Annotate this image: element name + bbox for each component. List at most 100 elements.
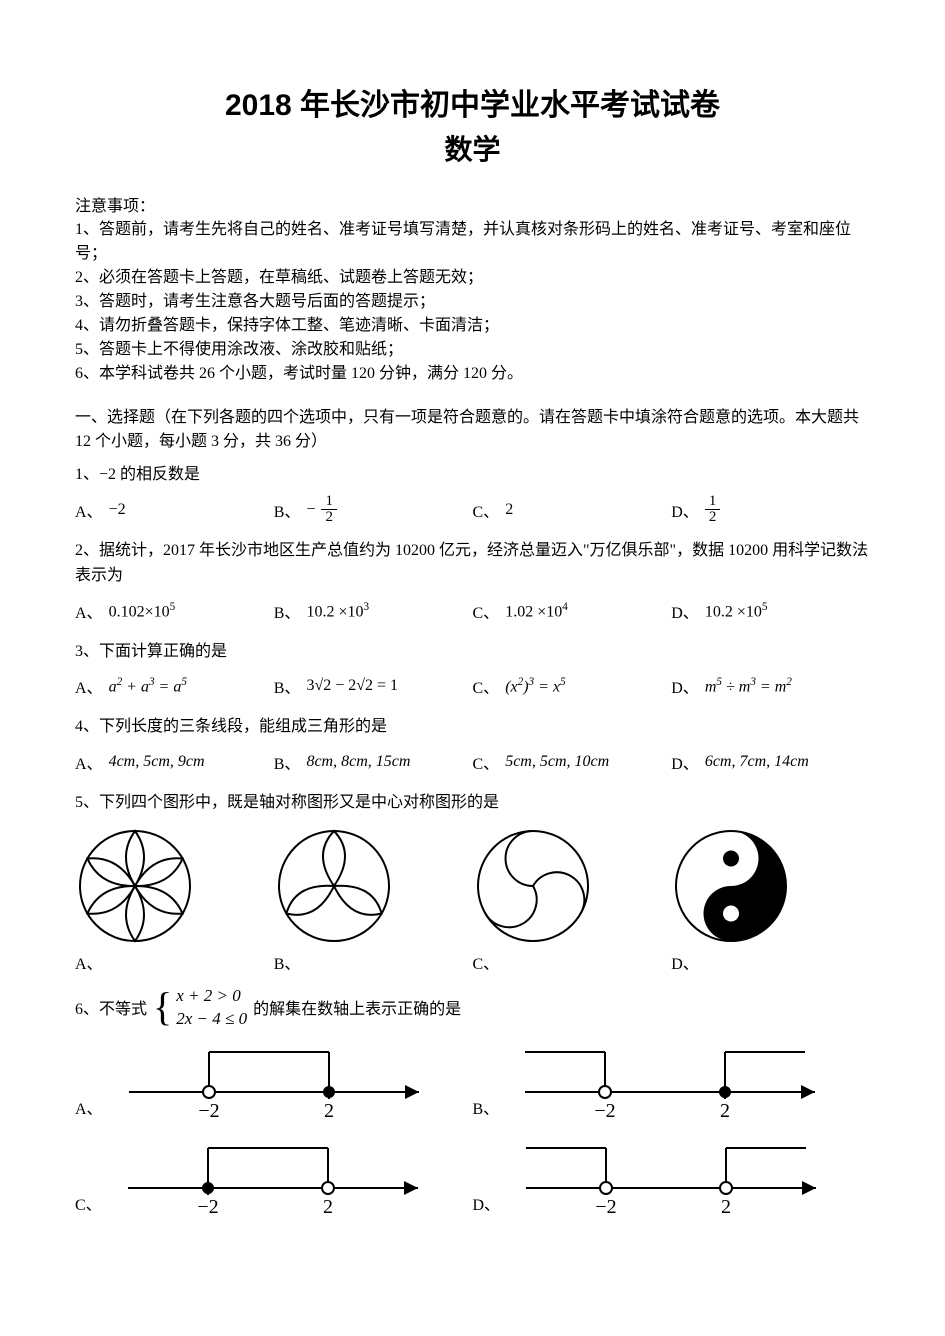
q3-opt-a: A、 a2 + a3 = a5: [75, 666, 274, 706]
q4-c-label: C、: [473, 750, 500, 774]
tick-2: 2: [324, 1100, 334, 1122]
tick-2: 2: [720, 1100, 730, 1122]
q2-d-value: 10.2 ×105: [705, 601, 768, 621]
q2-opt-c: C、 1.02 ×104: [473, 591, 672, 631]
q2-c-value: 1.02 ×104: [505, 601, 568, 621]
main-title: 2018 年长沙市初中学业水平考试试卷: [75, 80, 870, 124]
q5-a-label: A、: [75, 950, 103, 974]
q4-d-value: 6cm, 7cm, 14cm: [705, 753, 809, 771]
q5-fig-b: B、: [274, 826, 473, 974]
q1-b-num: 1: [321, 494, 337, 510]
instruction-4: 4、请勿折叠答题卡，保持字体工整、笔迹清晰、卡面清洁；: [75, 314, 870, 338]
q1-opt-d: D、 1 2: [671, 490, 870, 530]
q2-c-exp: 4: [562, 601, 568, 613]
q1-a-label: A、: [75, 498, 103, 522]
q1-d-den: 2: [705, 510, 721, 525]
q4-b-value: 8cm, 8cm, 15cm: [306, 753, 410, 771]
q2-stem: 2、据统计，2017 年长沙市地区生产总值约为 10200 亿元，经济总量迈入"…: [75, 538, 870, 589]
q3-d-expr: m5 ÷ m3 = m2: [705, 676, 792, 696]
title-block: 2018 年长沙市初中学业水平考试试卷 数学: [75, 80, 870, 168]
q6-suffix: 的解集在数轴上表示正确的是: [253, 995, 461, 1019]
tick-neg2: −2: [595, 1100, 616, 1122]
section-1-intro: 一、选择题（在下列各题的四个选项中，只有一项是符合题意的。请在答题卡中填涂符合题…: [75, 406, 870, 454]
instructions-header: 注意事项：: [75, 192, 870, 216]
q4-c-value: 5cm, 5cm, 10cm: [505, 753, 609, 771]
q2-c-base: 1.02 ×10: [505, 603, 562, 620]
q4-opt-a: A、 4cm, 5cm, 9cm: [75, 742, 274, 782]
flower-3-icon: [274, 826, 394, 946]
q2-d-label: D、: [671, 599, 699, 623]
q2-a-base: 0.102×10: [109, 603, 170, 620]
instruction-3: 3、答题时，请考生注意各大题号后面的答题提示；: [75, 290, 870, 314]
tick-neg2: −2: [198, 1100, 219, 1122]
q6-c-label: C、: [75, 1191, 102, 1223]
q2-options: A、 0.102×105 B、 10.2 ×103 C、 1.02 ×104 D…: [75, 591, 870, 631]
tick-2: 2: [721, 1196, 731, 1218]
instruction-1: 1、答题前，请考生先将自己的姓名、准考证号填写清楚，并认真核对条形码上的姓名、准…: [75, 218, 870, 266]
q2-d-exp: 5: [762, 601, 768, 613]
q4-opt-c: C、 5cm, 5cm, 10cm: [473, 742, 672, 782]
brace-icon: {: [153, 987, 172, 1027]
q1-opt-a: A、 −2: [75, 490, 274, 530]
q2-b-value: 10.2 ×103: [306, 601, 369, 621]
q5-fig-d: D、: [671, 826, 870, 974]
instruction-6: 6、本学科试卷共 26 个小题，考试时量 120 分钟，满分 120 分。: [75, 362, 870, 386]
q1-c-value: 2: [505, 501, 513, 519]
q1-d-num: 1: [705, 494, 721, 510]
q3-a-label: A、: [75, 674, 103, 698]
instructions: 注意事项： 1、答题前，请考生先将自己的姓名、准考证号填写清楚，并认真核对条形码…: [75, 192, 870, 386]
q5-figures: A、 B、 C、 D、: [75, 826, 870, 974]
q2-opt-a: A、 0.102×105: [75, 591, 274, 631]
tick-neg2: −2: [197, 1196, 218, 1218]
q2-a-value: 0.102×105: [109, 601, 176, 621]
numberline-a-icon: −2 2: [109, 1037, 449, 1127]
q4-stem: 4、下列长度的三条线段，能组成三角形的是: [75, 714, 870, 740]
q2-opt-b: B、 10.2 ×103: [274, 591, 473, 631]
q1-b-den: 2: [321, 510, 337, 525]
q1-d-frac: 1 2: [705, 494, 721, 525]
q6-nl-a: A、 −2 2: [75, 1037, 473, 1127]
q6-nl-b: B、 −2 2: [473, 1037, 871, 1127]
q2-opt-d: D、 10.2 ×105: [671, 591, 870, 631]
q6-line2: 2x − 4 ≤ 0: [176, 1007, 247, 1031]
q1-options: A、 −2 B、 − 1 2 C、 2 D、 1 2: [75, 490, 870, 530]
yinyang-icon: [671, 826, 791, 946]
q5-fig-a: A、: [75, 826, 274, 974]
q2-b-exp: 3: [363, 601, 369, 613]
q4-opt-b: B、 8cm, 8cm, 15cm: [274, 742, 473, 782]
tick-neg2: −2: [595, 1196, 616, 1218]
q6-numberlines: A、 −2 2 B、 −2 2: [75, 1037, 870, 1229]
instruction-2: 2、必须在答题卡上答题，在草稿纸、试题卷上答题无效；: [75, 266, 870, 290]
q4-opt-d: D、 6cm, 7cm, 14cm: [671, 742, 870, 782]
q3-stem: 3、下面计算正确的是: [75, 639, 870, 665]
q5-c-label: C、: [473, 950, 500, 974]
q2-d-base: 10.2 ×10: [705, 603, 762, 620]
q4-b-label: B、: [274, 750, 301, 774]
q5-stem: 5、下列四个图形中，既是轴对称图形又是中心对称图形的是: [75, 790, 870, 816]
numberline-d-icon: −2 2: [506, 1133, 846, 1223]
q1-b-neg: −: [306, 501, 315, 519]
subject-title: 数学: [75, 128, 870, 168]
tick-2: 2: [323, 1196, 333, 1218]
q3-c-expr: (x2)3 = x5: [505, 676, 565, 696]
q2-c-label: C、: [473, 599, 500, 623]
q3-b-label: B、: [274, 674, 301, 698]
q3-b-expr: 3√2 − 2√2 = 1: [306, 677, 398, 695]
q2-b-label: B、: [274, 599, 301, 623]
q4-d-label: D、: [671, 750, 699, 774]
q4-options: A、 4cm, 5cm, 9cm B、 8cm, 8cm, 15cm C、 5c…: [75, 742, 870, 782]
q6-b-label: B、: [473, 1095, 500, 1127]
q1-c-label: C、: [473, 498, 500, 522]
q3-opt-c: C、 (x2)3 = x5: [473, 666, 672, 706]
q3-a-expr: a2 + a3 = a5: [109, 676, 187, 696]
q2-a-label: A、: [75, 599, 103, 623]
q6-stem: 6、不等式 { x + 2 > 0 2x − 4 ≤ 0 的解集在数轴上表示正确…: [75, 984, 870, 1032]
numberline-c-icon: −2 2: [108, 1133, 448, 1223]
q1-stem: 1、−2 的相反数是: [75, 462, 870, 488]
q3-opt-d: D、 m5 ÷ m3 = m2: [671, 666, 870, 706]
q6-line1: x + 2 > 0: [176, 984, 247, 1008]
q2-b-base: 10.2 ×10: [306, 603, 363, 620]
numberline-b-icon: −2 2: [505, 1037, 845, 1127]
q1-b-frac: 1 2: [321, 494, 337, 525]
q1-opt-c: C、 2: [473, 490, 672, 530]
